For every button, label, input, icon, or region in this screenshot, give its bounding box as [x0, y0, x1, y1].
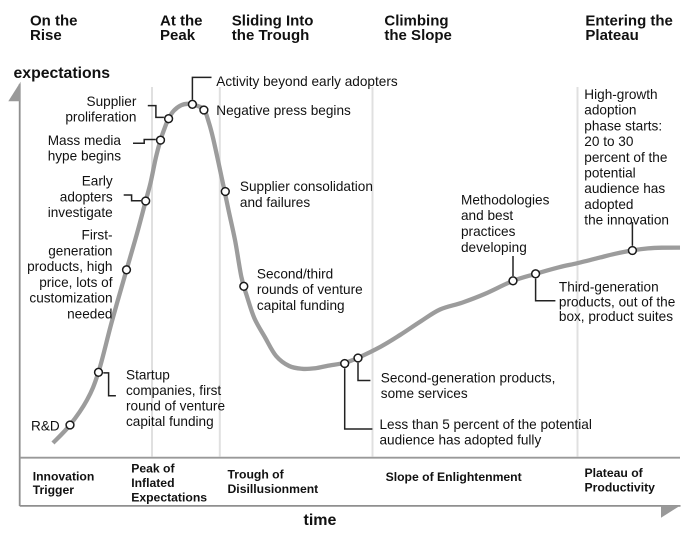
svg-text:capital funding: capital funding — [257, 298, 345, 313]
svg-text:Second-generation products,: Second-generation products, — [381, 370, 556, 385]
svg-text:Entering the: Entering the — [585, 13, 673, 30]
svg-text:At the: At the — [160, 13, 203, 30]
svg-text:round of venture: round of venture — [126, 399, 225, 414]
svg-text:adoption: adoption — [584, 103, 636, 118]
svg-text:the innovation: the innovation — [584, 213, 669, 228]
svg-text:R&D: R&D — [31, 418, 60, 433]
svg-text:products, out of the: products, out of the — [559, 294, 675, 309]
svg-text:investigate: investigate — [48, 205, 113, 220]
svg-text:developing: developing — [461, 240, 527, 255]
svg-text:some services: some services — [381, 386, 468, 401]
svg-text:rounds of venture: rounds of venture — [257, 282, 363, 297]
svg-text:On the: On the — [30, 13, 78, 30]
svg-text:potential: potential — [584, 166, 635, 181]
svg-text:Productivity: Productivity — [585, 481, 656, 495]
svg-text:Startup: Startup — [126, 368, 170, 383]
svg-text:and best: and best — [461, 208, 513, 223]
svg-text:the Trough: the Trough — [232, 27, 309, 44]
svg-text:audience has: audience has — [584, 181, 665, 196]
svg-text:customization: customization — [29, 291, 112, 306]
svg-text:Trough of: Trough of — [228, 467, 285, 481]
svg-text:generation: generation — [48, 243, 112, 258]
svg-text:hype begins: hype begins — [48, 149, 122, 164]
svg-text:Less than 5 percent of the pot: Less than 5 percent of the potential — [380, 417, 592, 432]
svg-text:Slope of Enlightenment: Slope of Enlightenment — [386, 470, 522, 484]
svg-text:and failures: and failures — [240, 195, 310, 210]
svg-text:Climbing: Climbing — [384, 13, 448, 30]
svg-text:Peak: Peak — [160, 27, 196, 44]
svg-text:expectations: expectations — [14, 65, 111, 82]
svg-text:Plateau of: Plateau of — [585, 466, 644, 480]
svg-text:Supplier: Supplier — [87, 94, 137, 109]
svg-text:Inflated: Inflated — [131, 476, 174, 490]
svg-text:phase starts:: phase starts: — [584, 118, 662, 133]
svg-text:adopters: adopters — [60, 189, 113, 204]
svg-text:High-growth: High-growth — [584, 87, 657, 102]
svg-text:Supplier consolidation: Supplier consolidation — [240, 179, 373, 194]
svg-text:the Slope: the Slope — [384, 27, 452, 44]
svg-text:time: time — [304, 512, 337, 529]
svg-text:practices: practices — [461, 224, 516, 239]
svg-text:Second/third: Second/third — [257, 266, 333, 281]
svg-text:audience has adopted fully: audience has adopted fully — [380, 433, 542, 448]
svg-text:box, product suites: box, product suites — [559, 309, 673, 324]
svg-text:First-: First- — [82, 228, 113, 243]
svg-text:Expectations: Expectations — [131, 491, 207, 505]
svg-text:Activity beyond early adopters: Activity beyond early adopters — [216, 74, 398, 89]
svg-text:Peak of: Peak of — [131, 462, 175, 476]
svg-text:adopted: adopted — [584, 197, 633, 212]
svg-text:Rise: Rise — [30, 27, 62, 44]
svg-text:proliferation: proliferation — [65, 109, 136, 124]
svg-text:Negative press begins: Negative press begins — [216, 103, 351, 118]
svg-text:Sliding Into: Sliding Into — [232, 13, 314, 30]
svg-text:Mass media: Mass media — [48, 133, 122, 148]
svg-text:Plateau: Plateau — [585, 27, 638, 44]
svg-text:price, lots of: price, lots of — [39, 275, 113, 290]
svg-text:products, high: products, high — [27, 259, 112, 274]
svg-text:Early: Early — [82, 174, 113, 189]
svg-text:20 to 30: 20 to 30 — [584, 134, 634, 149]
svg-text:Third-generation: Third-generation — [559, 280, 659, 295]
svg-text:needed: needed — [67, 307, 112, 322]
svg-text:Innovation: Innovation — [33, 470, 95, 484]
svg-text:companies, first: companies, first — [126, 383, 221, 398]
svg-text:Methodologies: Methodologies — [461, 192, 550, 207]
svg-text:Trigger: Trigger — [33, 483, 75, 497]
svg-text:Disillusionment: Disillusionment — [228, 482, 319, 496]
svg-text:capital funding: capital funding — [126, 414, 214, 429]
svg-text:percent of the: percent of the — [584, 150, 667, 165]
